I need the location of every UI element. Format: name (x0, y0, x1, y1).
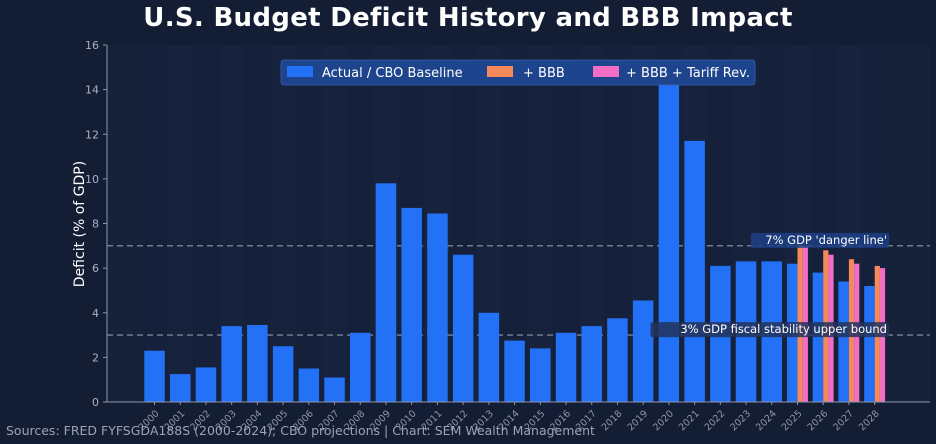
bar-baseline-2009 (375, 183, 397, 402)
bar-baseline-2008 (350, 332, 371, 402)
x-tick-label: 2027 (831, 408, 856, 433)
column-band (167, 45, 194, 402)
bar-baseline-2014 (504, 340, 525, 402)
bar-baseline-2007 (324, 377, 345, 402)
reference-label: 7% GDP 'danger line' (765, 233, 887, 247)
bar-baseline-2000 (144, 350, 165, 402)
bar-baseline-2003 (221, 326, 242, 402)
y-tick-label: 10 (85, 173, 99, 186)
x-tick-label: 2024 (754, 408, 779, 433)
legend: Actual / CBO Baseline + BBB + BBB + Tariff… (280, 59, 756, 86)
bar-baseline-2004 (247, 325, 268, 402)
legend-label-0: Actual / CBO Baseline (322, 66, 463, 81)
legend-swatch-2 (593, 66, 619, 77)
bar-baseline-2010 (401, 207, 422, 402)
column-band (193, 45, 219, 402)
bar-baseline-2016 (555, 332, 577, 402)
x-tick-label: 2026 (805, 408, 830, 433)
bar-baseline-2021 (684, 140, 705, 402)
column-band (296, 45, 322, 402)
y-tick-label: 14 (85, 84, 99, 97)
x-tick-label: 2025 (780, 408, 805, 433)
x-tick-label: 2020 (651, 408, 676, 433)
legend-label-2: + BBB + Tariff Rev. (626, 66, 750, 81)
legend-box (280, 59, 756, 86)
bar-baseline-2001 (170, 374, 191, 402)
legend-label-1: + BBB (523, 66, 565, 81)
bar-baseline-2019 (632, 300, 654, 402)
column-band (141, 45, 168, 402)
bar-baseline-2020 (658, 74, 680, 402)
bar-baseline-2005 (272, 346, 294, 402)
bar-baseline-2017 (581, 326, 602, 402)
x-tick-label: 2023 (728, 408, 753, 433)
bar-baseline-2006 (298, 368, 320, 402)
bar-baseline-2028 (864, 286, 875, 402)
bar-baseline-2002 (195, 367, 217, 402)
reference-line-labels: 7% GDP 'danger line' 3% GDP fiscal stabil… (650, 232, 889, 338)
y-tick-label: 0 (92, 396, 99, 409)
x-tick-label: 2028 (857, 408, 882, 433)
bar-baseline-2011 (427, 213, 448, 402)
source-note: Sources: FRED FYFSGDA188S (2000-2024); C… (6, 423, 595, 438)
bar-baseline-2015 (530, 348, 551, 402)
x-tick-label: 2019 (625, 408, 650, 433)
x-tick-label: 2022 (703, 408, 728, 433)
bar-baseline-2018 (607, 318, 628, 402)
bar-baseline-2012 (452, 254, 474, 402)
y-tick-label: 2 (92, 351, 99, 364)
column-band (321, 45, 348, 402)
y-tick-labels: 0 2 4 6 8 10 12 14 16 (85, 39, 107, 409)
y-axis-label: Deficit (% of GDP) (72, 161, 88, 287)
x-tick-label: 2018 (600, 408, 625, 433)
reference-label: 3% GDP fiscal stability upper bound (680, 322, 887, 336)
y-tick-label: 8 (92, 218, 99, 231)
column-band (527, 45, 554, 402)
x-tick-label: 2021 (677, 408, 702, 433)
bar-baseline-2013 (478, 312, 500, 403)
legend-swatch-1 (487, 66, 513, 77)
reference-label-bg (751, 232, 889, 248)
y-tick-label: 16 (85, 39, 99, 52)
chart-title: U.S. Budget Deficit History and BBB Impa… (143, 3, 793, 33)
reference-label-bg (650, 322, 889, 338)
y-tick-label: 4 (92, 307, 99, 320)
bar-baseline-2026 (812, 272, 824, 402)
column-band (270, 45, 296, 402)
y-tick-label: 12 (85, 128, 99, 141)
legend-swatch-0 (287, 66, 313, 77)
bar-baseline-2027 (838, 281, 849, 402)
y-tick-label: 6 (92, 262, 99, 275)
